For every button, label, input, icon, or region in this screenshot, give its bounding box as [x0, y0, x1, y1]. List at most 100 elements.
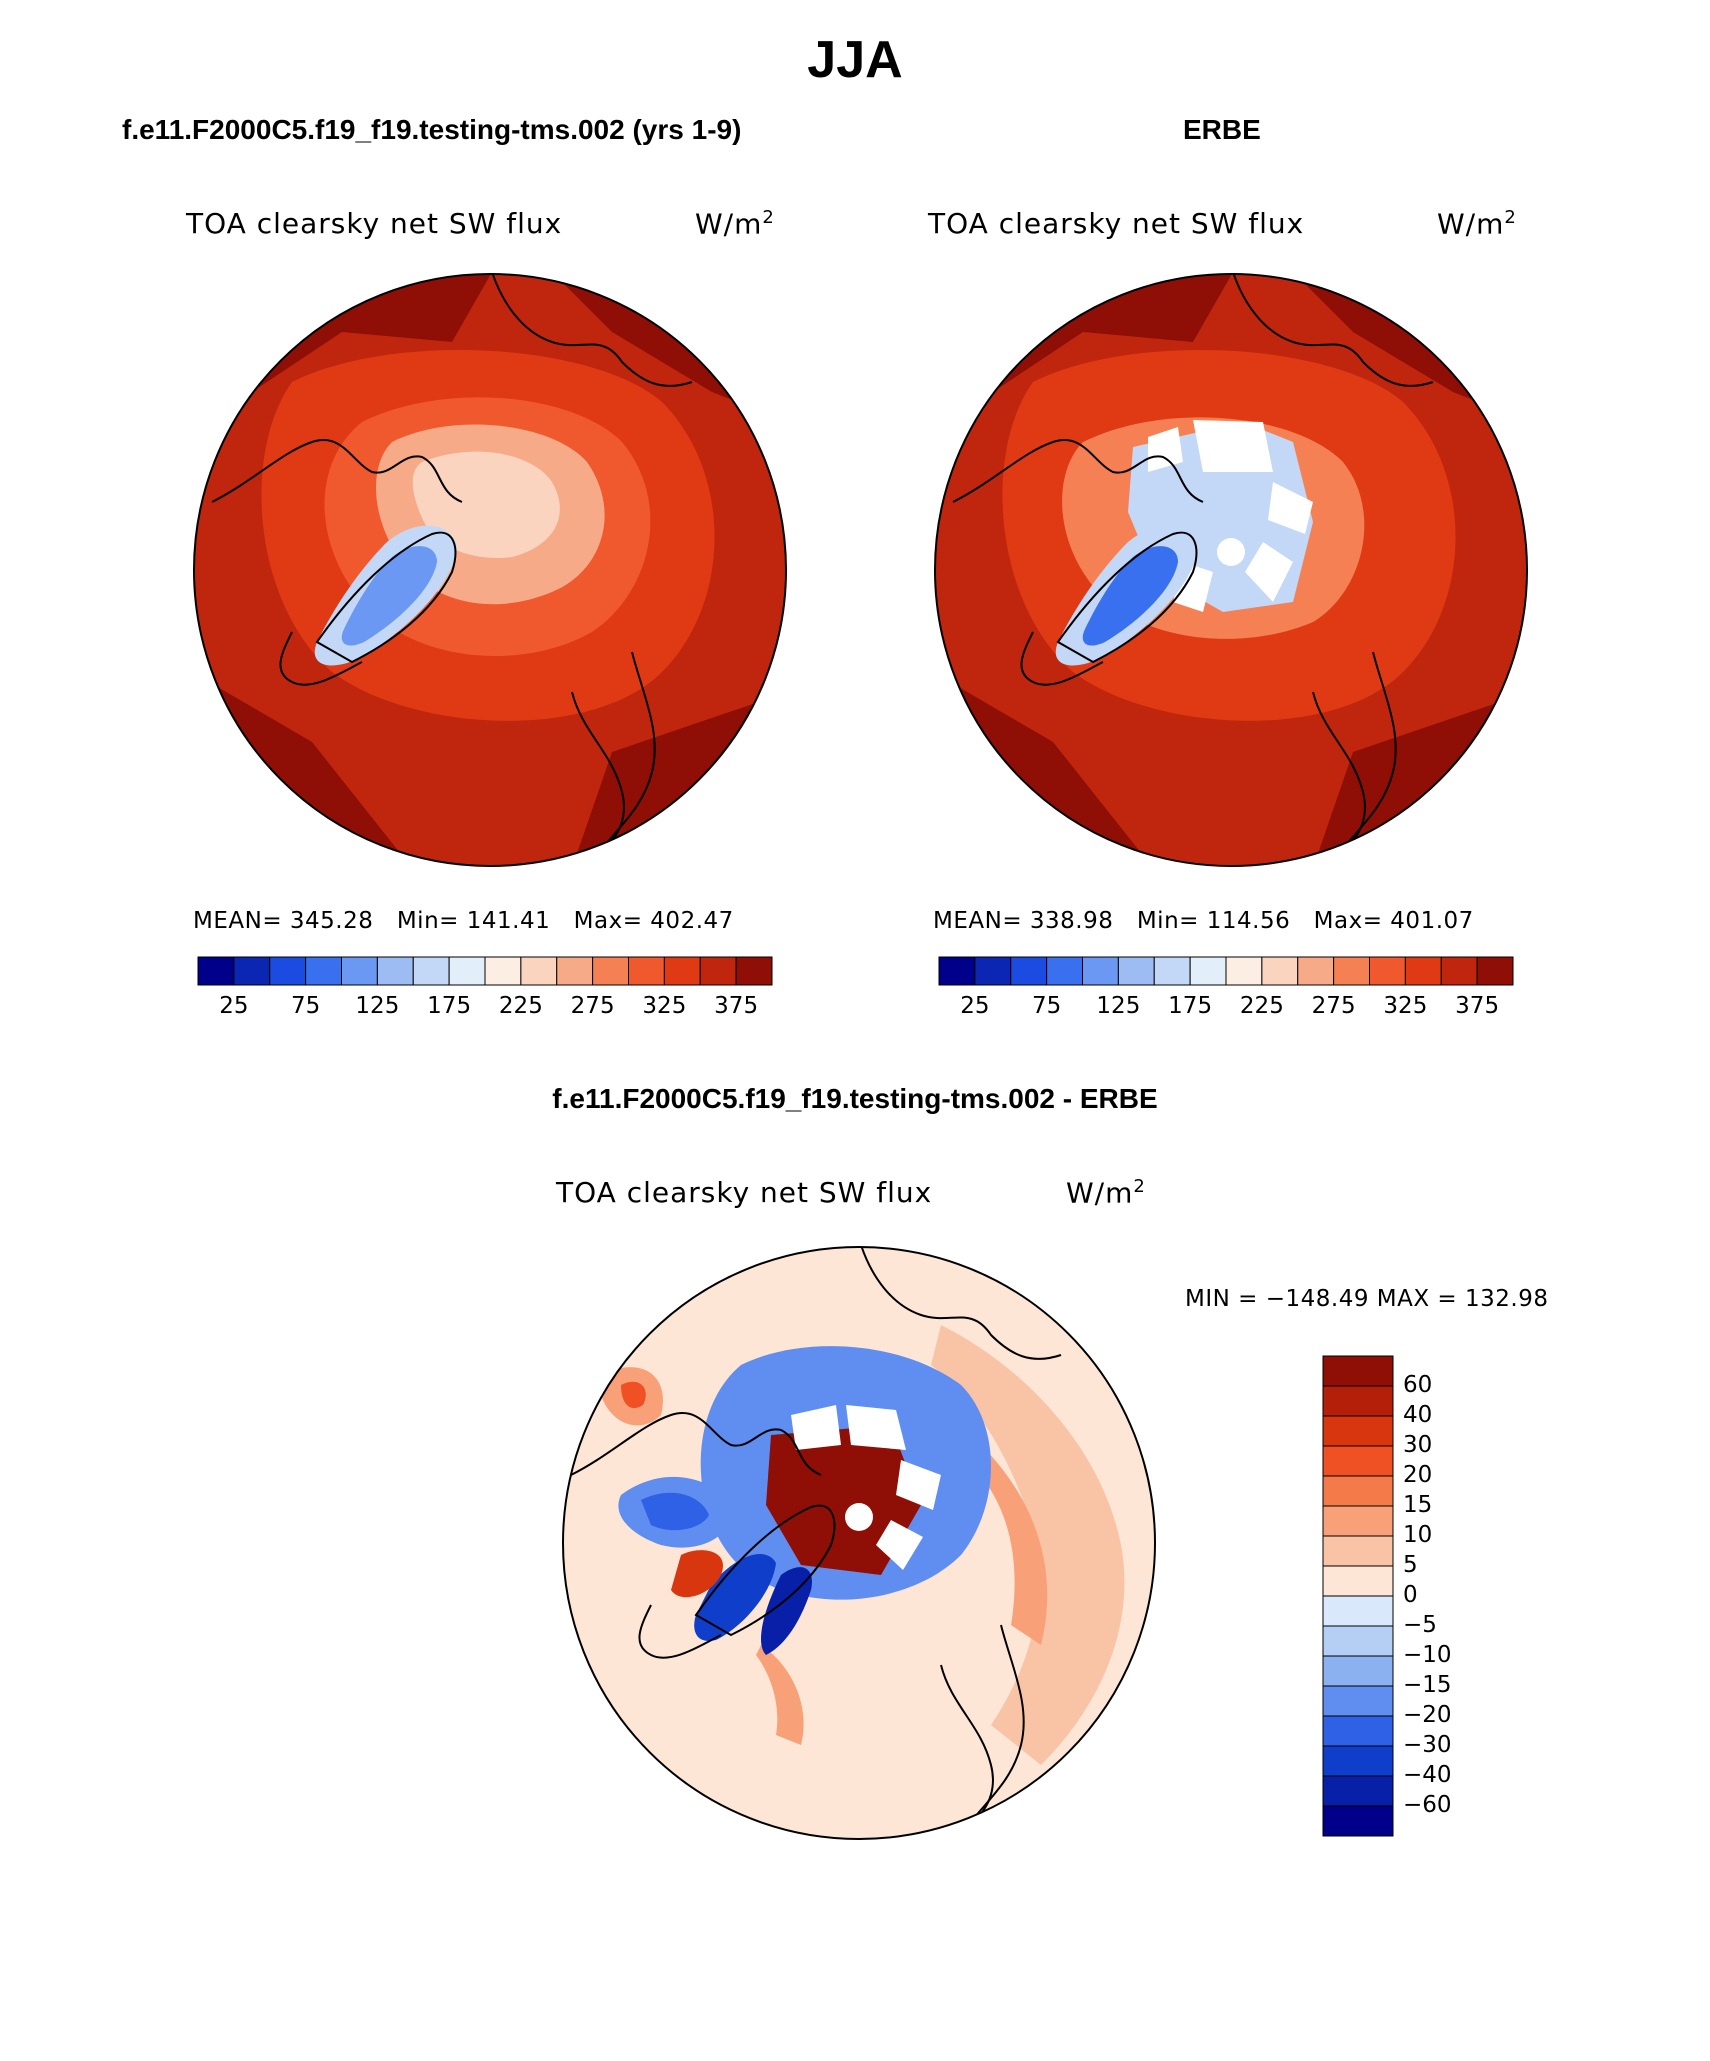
- colorbar-level-label: 60: [1403, 1372, 1433, 1398]
- colorbar-swatch: [1225, 956, 1263, 986]
- missing-data: [896, 1460, 941, 1510]
- colorbar-swatch: [1082, 956, 1119, 986]
- colorbar-swatch: [1261, 956, 1299, 986]
- polar-map-obs: [934, 273, 1528, 867]
- colorbar-tick-label: 25: [219, 993, 249, 1019]
- map-field-positive: [756, 1645, 804, 1745]
- missing-data: [1193, 420, 1273, 472]
- panel-title-diff: f.e11.F2000C5.f19_f19.testing-tms.002 - …: [552, 1083, 1158, 1114]
- colorbar-swatch: [1322, 1475, 1394, 1507]
- colorbar-swatch: [1369, 956, 1406, 986]
- missing-data: [791, 1405, 841, 1450]
- map-border: [562, 1246, 1156, 1840]
- colorbar-swatch: [1322, 1355, 1394, 1387]
- colorbar-tick-label: 75: [290, 993, 321, 1019]
- colorbar-swatch: [305, 956, 342, 986]
- colorbar-tick-label: 225: [1239, 993, 1284, 1019]
- colorbar-swatch: [1322, 1715, 1394, 1747]
- missing-data: [1245, 542, 1293, 602]
- colorbar-swatch: [1322, 1745, 1394, 1777]
- colorbar-swatch: [412, 956, 450, 986]
- colorbar-level-label: −10: [1403, 1642, 1452, 1668]
- colorbar-swatch: [1322, 1775, 1394, 1807]
- colorbar-obs: [938, 956, 1514, 986]
- map-field-light: [412, 451, 560, 558]
- greenland-field: [341, 546, 437, 646]
- colorbar-swatch: [556, 956, 594, 986]
- colorbar-level-label: −40: [1403, 1762, 1452, 1788]
- colorbar-swatch: [1440, 956, 1478, 986]
- stats-obs: MEAN= 338.98 Min= 114.56 Max= 401.07: [933, 908, 1474, 934]
- colorbar-tick-label: 225: [498, 993, 543, 1019]
- colorbar-tick-label: 25: [960, 993, 990, 1019]
- polar-map-model: [193, 273, 787, 867]
- panel-title-obs: ERBE: [1183, 114, 1261, 145]
- colorbar-swatch: [628, 956, 665, 986]
- pole-hole: [1217, 538, 1245, 566]
- colorbar-tick-label: 175: [1168, 993, 1213, 1019]
- colorbar-swatch: [1010, 956, 1048, 986]
- colorbar-swatch: [1476, 956, 1514, 986]
- colorbar-swatch: [1322, 1505, 1394, 1537]
- missing-data: [876, 1520, 923, 1570]
- missing-data: [1148, 427, 1183, 472]
- colorbar-swatch: [197, 956, 235, 986]
- colorbar-swatch: [520, 956, 558, 986]
- colorbar-swatch: [592, 956, 629, 986]
- colorbar-level-label: 40: [1403, 1402, 1433, 1428]
- map-field-positive: [621, 1381, 646, 1409]
- colorbar-swatch: [663, 956, 701, 986]
- colorbar-level-label: 10: [1403, 1522, 1433, 1548]
- colorbar-swatch: [484, 956, 522, 986]
- colorbar-level-label: −60: [1403, 1792, 1452, 1818]
- colorbar-swatch: [1189, 956, 1227, 986]
- colorbar-swatch: [269, 956, 307, 986]
- colorbar-swatch: [1333, 956, 1370, 986]
- colorbar-swatch: [938, 956, 976, 986]
- colorbar-model: [197, 956, 773, 986]
- colorbar-swatch: [1322, 1385, 1394, 1417]
- colorbar-level-label: 20: [1403, 1462, 1433, 1488]
- map-border: [934, 273, 1528, 867]
- colorbar-diff: [1322, 1355, 1394, 1837]
- colorbar-level-label: 15: [1403, 1492, 1433, 1518]
- colorbar-tick-label: 275: [570, 993, 615, 1019]
- colorbar-tick-label: 125: [355, 993, 400, 1019]
- variable-label-diff: TOA clearsky net SW flux: [556, 1176, 933, 1209]
- colorbar-swatch: [1322, 1565, 1394, 1597]
- colorbar-level-label: −20: [1403, 1702, 1452, 1728]
- colorbar-swatch: [1322, 1685, 1394, 1717]
- colorbar-swatch: [699, 956, 737, 986]
- colorbar-tick-label: 375: [1455, 993, 1500, 1019]
- colorbar-level-label: −5: [1403, 1612, 1437, 1638]
- colorbar-level-label: 0: [1403, 1582, 1418, 1608]
- units-label-diff: W/m2: [1066, 1176, 1146, 1210]
- missing-data: [1268, 482, 1313, 534]
- colorbar-swatch: [1117, 956, 1155, 986]
- colorbar-tick-label: 275: [1311, 993, 1356, 1019]
- map-field-negative: [694, 1554, 776, 1641]
- colorbar-swatch: [1322, 1445, 1394, 1477]
- map-field-positive: [931, 1325, 1125, 1765]
- colorbar-swatch: [1322, 1535, 1394, 1567]
- page-title: JJA: [807, 31, 903, 89]
- colorbar-swatch: [341, 956, 378, 986]
- colorbar-swatch: [448, 956, 486, 986]
- units-label-model: W/m2: [695, 207, 775, 241]
- variable-label-model: TOA clearsky net SW flux: [186, 207, 563, 240]
- colorbar-level-label: −15: [1403, 1672, 1452, 1698]
- map-field-negative: [641, 1492, 709, 1531]
- colorbar-swatch: [1153, 956, 1191, 986]
- colorbar-swatch: [1322, 1595, 1394, 1627]
- stats-model: MEAN= 345.28 Min= 141.41 Max= 402.47: [193, 908, 734, 934]
- colorbar-tick-label: 375: [714, 993, 759, 1019]
- colorbar-swatch: [376, 956, 414, 986]
- colorbar-swatch: [1322, 1655, 1394, 1687]
- colorbar-tick-label: 175: [427, 993, 472, 1019]
- colorbar-swatch: [1322, 1805, 1394, 1837]
- colorbar-level-label: 5: [1403, 1552, 1418, 1578]
- colorbar-tick-label: 75: [1031, 993, 1062, 1019]
- polar-map-diff: [562, 1246, 1156, 1840]
- diff-minmax: MIN = −148.49 MAX = 132.98: [1185, 1286, 1549, 1312]
- missing-data: [846, 1405, 906, 1450]
